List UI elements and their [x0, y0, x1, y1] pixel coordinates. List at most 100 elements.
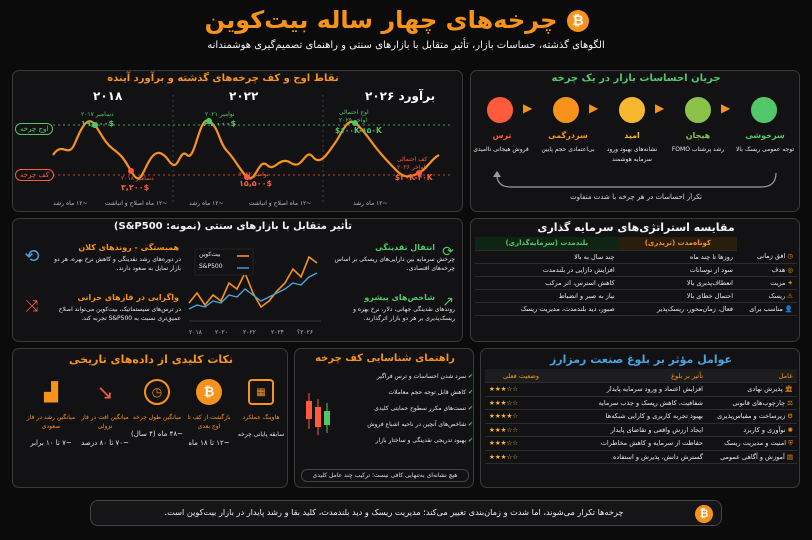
stat-item: ▟ میانگین رشد در فاز صعودی ~۷ تا ۱۰ براب… [25, 379, 77, 448]
x-tick: ۲۰۲۶؟ [297, 329, 314, 336]
cell: صبور، دید بلندمدت، مدیریت ریسک [475, 302, 619, 316]
x-tick: ۲۰۲۰ [215, 329, 228, 336]
confusion-face-icon [551, 95, 581, 125]
peak-range-2025: ۱۰۰K-۱۵۰K$ [335, 126, 382, 135]
effect-cell: گسترش دانش، پذیرش و استفاده [543, 450, 707, 464]
trend-down-icon: ↘ [96, 380, 114, 404]
check-icon: ✔ [467, 373, 473, 380]
legend-btc: بیت‌کوین [199, 251, 221, 258]
factor-cell: ✺ نوآوری و کاربرد [707, 423, 797, 437]
emotions-title: جریان احساسات بازار در یک چرخه [551, 73, 721, 84]
cycle-loop-arrow [493, 171, 777, 188]
trough-date-2026: اواخر ۲۰۲۶ [397, 164, 426, 171]
phase-label: ~۱۲ ماه رشد [189, 200, 224, 207]
strategies-title: مقایسه استراتژی‌های سرمایه گذاری [537, 221, 735, 234]
phase-label: ~۱۲ ماه رشد [53, 200, 88, 207]
row-label: 👤 مناسب برای [737, 302, 797, 316]
table-row: ▤ آموزش و آگاهی عمومی گسترش دانش، پذیرش … [485, 450, 797, 464]
stat-title: هاوینگ عملکرد [242, 414, 280, 421]
list-item: ✔ شاخص‌های آنچین در ناحیه اشباع فروش [367, 421, 473, 428]
cell: چند سال به بالا [475, 250, 619, 264]
trough-badge: کف چرخه [15, 169, 55, 181]
footer-text: چرخه‌ها تکرار می‌شوند، اما شدت و زمان‌بن… [164, 507, 624, 517]
stage-name: هیجان [685, 131, 711, 140]
list-item: ✔ کاهش قابل توجه حجم معاملات [388, 389, 473, 396]
bar-chart-icon: ▟ [44, 381, 58, 403]
col-status-header: وضعیت فعلی [485, 369, 543, 383]
cell: سود از نوسانات [618, 263, 737, 277]
rating-stars: ★★★★☆ [485, 409, 543, 424]
page-subtitle: الگوهای گذشته، حساسات بازار، تأثیر متقاب… [207, 40, 605, 51]
stage-name: امید [624, 131, 640, 140]
peak-badge: اوج چرخه [15, 123, 54, 135]
arrow-icon: ▶ [589, 101, 599, 115]
list-item: ✔ سرد شدن احساسات و ترس فراگیر [376, 373, 473, 380]
stage-name: سردرگمی [548, 131, 588, 140]
emotions-panel: جریان احساسات بازار در یک چرخه ▶ ▶ ▶ ▶ ت… [470, 70, 800, 212]
maturity-panel: عوامل مؤثر بر بلوغ صنعت رمزارز عامل تأثی… [480, 348, 800, 488]
year-label: برآورد ۲۰۲۶ [365, 89, 436, 103]
traditional-panel: تأثیر متقابل با بازارهای سنتی (نمونه: S&… [12, 218, 463, 342]
diverge-icon: ⤨ [25, 296, 39, 315]
cell: انعطاف‌پذیری بالا [618, 276, 737, 290]
cell: فعال، زمان‌محور، ریسک‌پذیر [618, 302, 737, 316]
data-points-panel: نکات کلیدی از داده‌های تاریخی ▦ هاوینگ ع… [12, 348, 288, 488]
col-effect-header: تأثیر بر بلوغ [543, 369, 707, 383]
lightbulb-icon: ✺ [787, 425, 793, 434]
stat-title: میانگین افت در فاز نزولی [81, 414, 129, 430]
effect-cell: بهبود تجربه کاربری و کارایی شبکه‌ها [543, 409, 707, 424]
stat-item: ▦ هاوینگ عملکرد سابقه پایانی چرخه [235, 379, 287, 439]
trend-up-icon: ↗ [442, 294, 454, 310]
trough-label-2026: کف احتمالی [397, 156, 428, 163]
table-row: ⚖ چارچوب‌های قانونی شفافیت، کاهش ریسک و … [485, 396, 797, 410]
scale-icon: ⚖ [787, 398, 793, 407]
stat-title: بازگشت از کف تا اوج بعدی [187, 414, 231, 430]
peak-value-2017: ۱۹,۰۰۰$ [81, 119, 115, 128]
strategies-table: کوتاه‌مدت (تریدری) بلندمدت (سرمایه‌گذاری… [475, 237, 797, 316]
clock-icon: ◷ [787, 252, 793, 261]
header: ₿ چرخه‌های چهار ساله بیت‌کوین الگوهای گذ… [0, 0, 812, 64]
effect-cell: شفافیت، کاهش ریسک و جذب سرمایه [543, 396, 707, 410]
left-item-title: همبستگی - روندهای کلان [78, 243, 179, 252]
peak-label-2025: اوج احتمالی [339, 109, 369, 116]
year-label: ۲۰۱۸ [93, 89, 123, 103]
stage-desc: بی‌اعتمادی حجم پایین [541, 146, 595, 153]
star-icon: ✦ [787, 278, 793, 287]
clock-icon: ◷ [144, 379, 170, 405]
phase-label: ~۱۲ ماه اصلاح و انباشت [105, 200, 168, 207]
row-label: ◎ هدف [737, 263, 797, 277]
bitcoin-footer-icon: ₿ [695, 505, 713, 523]
dollar-cycle-icon: ⟳ [442, 244, 454, 260]
bottom-guide-title: راهنمای شناسایی کف چرخه [315, 353, 455, 364]
cycles-title: نقاط اوج و کف چرخه‌های گذشته و برآورد آی… [107, 73, 339, 84]
stat-title: میانگین رشد در فاز صعودی [26, 414, 76, 430]
stat-value: ~۱۲ تا ۱۸ ماه [188, 439, 230, 447]
table-row: ⚙ زیرساخت و مقیاس‌پذیری بهبود تجربه کارب… [485, 409, 797, 424]
x-tick: ۲۰۲۲ [243, 329, 256, 336]
target-icon: ◎ [787, 265, 793, 274]
maturity-title: عوامل مؤثر بر بلوغ صنعت رمزارز [549, 353, 733, 366]
col-factor-header: عامل [707, 369, 797, 383]
stage-name: سرخوشی [745, 131, 785, 140]
left-item-desc: در دوره‌های رشد نقدینگی و کاهش نرخ بهره،… [54, 256, 181, 272]
arrow-icon: ▶ [523, 101, 533, 115]
rating-stars: ★★★☆☆ [485, 450, 543, 464]
page-title: چرخه‌های چهار ساله بیت‌کوین [204, 6, 558, 34]
sync-icon: ⟲ [24, 245, 40, 267]
rating-stars: ★★★☆☆ [485, 423, 543, 437]
legend-sp500: S&P500 [199, 263, 223, 270]
data-points-title: نکات کلیدی از داده‌های تاریخی [68, 353, 234, 366]
stat-value: ~۷۰ تا ۸۰ درصد [81, 439, 129, 447]
phase-label: ~۱۲ ماه رشد [353, 200, 388, 207]
right-item-desc: چرخش سرمایه بین دارایی‌های ریسکی بر اساس… [334, 256, 455, 272]
footer-banner: ₿ چرخه‌ها تکرار می‌شوند، اما شدت و زمان‌… [90, 500, 722, 526]
cell: کاهش استرس، اثر مرکب [475, 276, 619, 290]
trough-date-2022: نوامبر ۲۰۲۲ [239, 171, 269, 178]
cell: احتمال خطای بالا [618, 289, 737, 303]
shield-icon: ⛨ [788, 438, 793, 447]
fear-face-icon [485, 95, 515, 125]
table-row: ✺ نوآوری و کاربرد ایجاد ارزش واقعی و تقا… [485, 423, 797, 437]
cell: نیاز به صبر و انضباط [475, 289, 619, 303]
rating-stars: ★★★☆☆ [485, 382, 543, 397]
left-item-desc: در ترس‌های سیستماتیک، بیت‌کوین می‌تواند … [58, 306, 181, 322]
